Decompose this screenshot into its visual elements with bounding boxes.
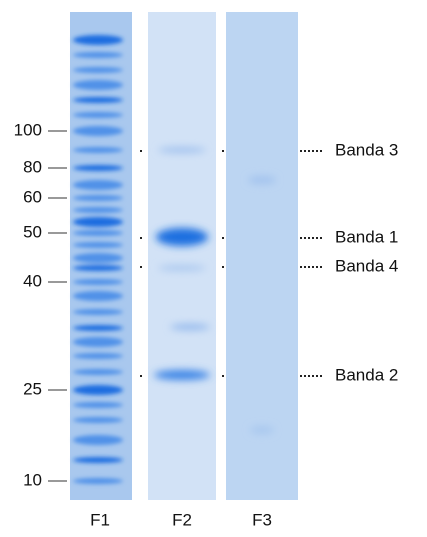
lane-label: F3 (252, 510, 272, 529)
f1-band (73, 230, 123, 236)
f1-band (73, 279, 123, 285)
f1-band (73, 325, 123, 331)
f1-band (73, 435, 123, 445)
lane-label: F2 (172, 510, 192, 529)
f1-band (73, 217, 123, 227)
f1-band (73, 369, 123, 375)
f1-band (73, 147, 123, 153)
f1-band (73, 80, 123, 90)
f1-band (73, 165, 123, 171)
f1-band (73, 242, 123, 248)
f1-band (73, 67, 123, 73)
f1-band (73, 417, 123, 423)
f1-band (73, 265, 123, 271)
marker-label: 40 (23, 271, 42, 290)
f1-band (73, 112, 123, 118)
marker-label: 50 (23, 222, 42, 241)
band-label: Banda 4 (335, 256, 398, 275)
f1-band (73, 52, 123, 58)
f1-band (73, 353, 123, 359)
lane-label: F1 (90, 510, 110, 529)
f1-band (73, 207, 123, 213)
lane-f2-bands (154, 147, 210, 380)
band-label: Banda 1 (335, 227, 398, 246)
f1-band (73, 126, 123, 136)
f1-band (73, 457, 123, 463)
lane-f3 (226, 12, 298, 500)
lane-f1-bands (73, 35, 123, 484)
marker-label: 10 (23, 470, 42, 489)
f1-band (73, 385, 123, 395)
f1-band (73, 309, 123, 315)
f1-band (73, 195, 123, 201)
band-label: Banda 3 (335, 140, 398, 159)
f1-band (73, 253, 123, 263)
f1-band (73, 337, 123, 347)
marker-label: 60 (23, 187, 42, 206)
marker-label: 80 (23, 157, 42, 176)
marker-label: 25 (23, 379, 42, 398)
f1-band (73, 35, 123, 45)
f1-band (73, 291, 123, 301)
f1-band (73, 180, 123, 190)
marker-label: 100 (14, 120, 42, 139)
f1-band (73, 97, 123, 103)
f1-band (73, 402, 123, 408)
lane-f2 (148, 12, 216, 500)
labels: 100 80 60 50 40 25 10 Banda 3 Banda 1 Banda 4 Band… (14, 120, 399, 529)
f1-band (73, 478, 123, 484)
lane-f3-bands (248, 176, 276, 434)
band-label: Banda 2 (335, 365, 398, 384)
